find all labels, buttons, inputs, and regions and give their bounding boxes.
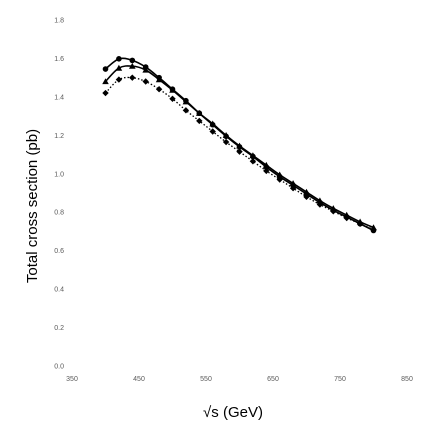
y-tick-label: 1.8 — [54, 18, 64, 25]
data-point-diamond — [129, 74, 136, 81]
series-line-diamond — [105, 76, 374, 231]
x-axis-title: √s (GeV) — [203, 404, 263, 421]
x-tick-label: 350 — [66, 376, 78, 383]
data-point-triangle — [316, 197, 324, 204]
data-point-triangle — [142, 66, 149, 73]
y-tick-label: 1.4 — [54, 94, 64, 101]
data-point-triangle — [236, 142, 243, 149]
y-tick-label: 1.6 — [54, 56, 64, 63]
y-tick-label: 1.2 — [54, 133, 64, 140]
data-point-diamond — [370, 226, 377, 233]
y-axis-tick-labels: 0.0 0.2 0.4 0.6 0.8 1.0 1.2 1.4 1.6 1.8 — [54, 18, 64, 371]
data-point-triangle — [249, 152, 257, 159]
data-point-diamond — [169, 95, 176, 103]
data-point-diamond — [276, 176, 283, 183]
x-axis-tick-labels: 350 450 550 650 750 850 — [66, 376, 413, 383]
data-point-diamond — [115, 76, 123, 83]
data-point-triangle — [102, 78, 109, 85]
series-layer — [102, 56, 377, 234]
data-point-triangle — [289, 180, 297, 187]
y-axis-title: Total cross section (pb) — [24, 129, 41, 283]
series-diamond — [102, 74, 377, 233]
data-point-diamond — [316, 201, 324, 208]
y-tick-label: 0.8 — [54, 210, 64, 217]
data-point-triangle — [222, 132, 230, 138]
data-point-diamond — [356, 220, 364, 227]
x-tick-label: 650 — [267, 376, 279, 383]
x-tick-label: 450 — [133, 376, 145, 383]
x-tick-label: 550 — [200, 376, 212, 383]
data-point-circle — [129, 57, 136, 64]
y-tick-label: 1.0 — [54, 171, 64, 178]
data-point-diamond — [236, 148, 243, 155]
y-tick-label: 0.2 — [54, 325, 64, 332]
x-tick-label: 750 — [334, 376, 346, 383]
data-point-triangle — [303, 188, 310, 195]
data-point-triangle — [115, 64, 123, 71]
data-point-diamond — [155, 86, 163, 93]
x-tick-label: 850 — [401, 376, 413, 383]
data-point-triangle — [343, 211, 350, 218]
series-triangle — [102, 62, 377, 231]
data-point-diamond — [263, 167, 270, 175]
y-tick-label: 0.0 — [54, 364, 64, 371]
data-point-triangle — [155, 76, 163, 83]
data-point-triangle — [263, 161, 270, 168]
data-point-triangle — [209, 120, 216, 127]
data-point-diamond — [209, 128, 216, 135]
data-point-diamond — [102, 89, 109, 97]
data-point-triangle — [276, 171, 283, 178]
data-point-diamond — [142, 78, 149, 85]
data-point-triangle — [129, 62, 136, 69]
data-point-diamond — [222, 138, 230, 146]
data-point-diamond — [289, 184, 297, 192]
data-point-diamond — [249, 158, 257, 165]
data-point-diamond — [343, 214, 350, 222]
data-point-diamond — [182, 107, 190, 114]
data-point-diamond — [303, 193, 310, 201]
data-point-triangle — [330, 205, 337, 212]
data-point-diamond — [330, 208, 337, 215]
data-point-triangle — [169, 86, 176, 93]
data-point-triangle — [182, 98, 190, 105]
y-tick-label: 0.4 — [54, 287, 64, 294]
data-point-triangle — [196, 109, 203, 116]
data-point-circle — [116, 56, 122, 62]
y-tick-label: 0.6 — [54, 248, 64, 255]
data-point-circle — [102, 66, 109, 72]
data-point-diamond — [196, 117, 203, 125]
